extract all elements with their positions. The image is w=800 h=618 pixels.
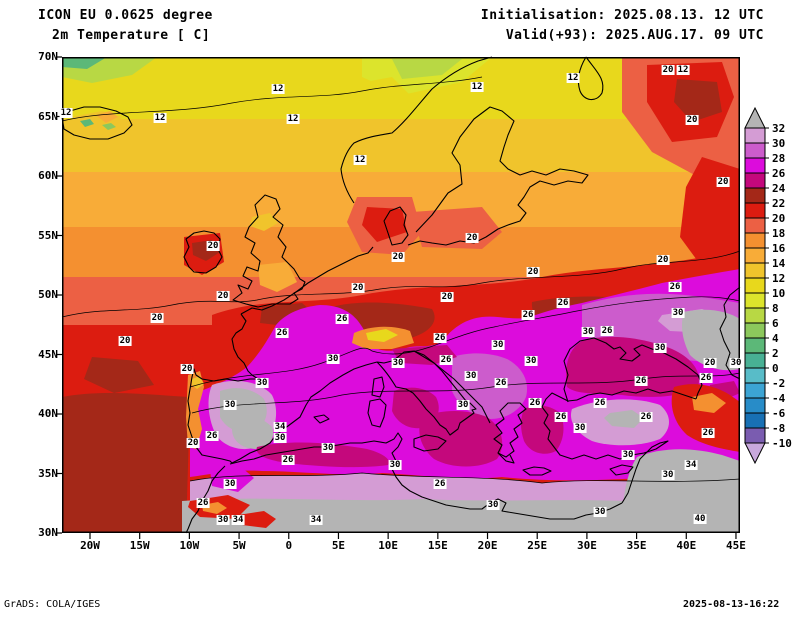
- lon-tick-label: 40E: [676, 539, 697, 552]
- temperature-fill-regions: [62, 57, 740, 533]
- colorbar-segment: [744, 127, 766, 144]
- lat-tick-label: 45N: [38, 347, 58, 361]
- colorbar-segment: [744, 412, 766, 429]
- colorbar-level-label: 0: [772, 362, 779, 375]
- coastlines: [61, 56, 741, 534]
- colorbar-level-label: 20: [772, 212, 785, 225]
- lat-tick-label: 60N: [38, 169, 58, 182]
- colorbar-level-label: -2: [772, 377, 785, 390]
- colorbar-segment: [744, 382, 766, 399]
- lat-tick-label: 30N: [38, 526, 58, 539]
- creation-timestamp: 2025-08-13-16:22: [683, 599, 780, 610]
- colorbar-segment: [744, 307, 766, 324]
- colorbar-level-label: 6: [772, 317, 779, 330]
- colorbar-level-label: 26: [772, 167, 786, 180]
- lon-tick-label: 35E: [626, 539, 647, 552]
- map-canvas: [56, 56, 741, 539]
- valid-time: Valid(+93): 2025.AUG.17. 09 UTC: [505, 28, 764, 43]
- colorbar-segment: [744, 187, 766, 204]
- contour-lines: [61, 76, 741, 484]
- colorbar-level-label: 18: [772, 227, 785, 240]
- lon-tick-label: 10E: [378, 539, 399, 552]
- initialisation-time: Initialisation: 2025.08.13. 12 UTC: [480, 8, 764, 23]
- lat-tick-label: 55N: [38, 228, 58, 242]
- colorbar-segment: [744, 247, 766, 264]
- colorbar-segment: [744, 277, 766, 294]
- colorbar-level-label: -10: [772, 437, 792, 450]
- colorbar-level-label: 30: [772, 137, 785, 150]
- lon-tick-label: 15W: [129, 539, 150, 552]
- lat-tick-label: 70N: [38, 50, 58, 63]
- lon-tick-label: 15E: [427, 539, 448, 552]
- lon-tick-label: 20E: [477, 539, 498, 552]
- colorbar-level-label: 12: [772, 272, 785, 285]
- lon-tick-label: 25E: [527, 539, 548, 552]
- colorbar-level-label: 32: [772, 122, 785, 135]
- colorbar-segment: [744, 367, 766, 384]
- colorbar-level-label: 22: [772, 197, 785, 210]
- colorbar-segment: [744, 322, 766, 339]
- colorbar-segment: [744, 202, 766, 219]
- lat-tick-label: 40N: [38, 407, 58, 420]
- colorbar-level-label: -8: [772, 422, 785, 435]
- lon-tick-label: 45E: [726, 539, 746, 552]
- lat-tick-label: 65N: [38, 109, 58, 123]
- colorbar-level-label: -4: [772, 392, 786, 405]
- colorbar-segment: [744, 232, 766, 249]
- colorbar-level-label: 24: [772, 182, 786, 195]
- temperature-map: 12 12 12 12 12 12 12 12 20 20 20 20 20 20 20 20 20 20 20 20…: [56, 56, 743, 539]
- colorbar-level-label: -6: [772, 407, 786, 420]
- colorbar-below-arrow: [744, 442, 766, 465]
- axis-tick-marks: [56, 56, 737, 539]
- colorbar-segment: [744, 157, 766, 174]
- colorbar-level-label: 10: [772, 287, 785, 300]
- colorbar-segment: [744, 172, 766, 189]
- colorbar-level-label: 8: [772, 302, 779, 315]
- map-border: [62, 57, 740, 533]
- colorbar-segment: [744, 142, 766, 159]
- colorbar-above-arrow: [744, 106, 766, 129]
- colorbar-level-label: 28: [772, 152, 785, 165]
- colorbar-level-label: 14: [772, 257, 786, 270]
- colorbar-segment: [744, 352, 766, 369]
- chart-title: ICON EU 0.0625 degree: [38, 8, 213, 23]
- colorbar-segment: [744, 397, 766, 414]
- colorbar-level-label: 4: [772, 332, 779, 345]
- lon-tick-label: 20W: [80, 539, 100, 552]
- colorbar-segment: [744, 292, 766, 309]
- colorbar-level-label: 16: [772, 242, 786, 255]
- lon-tick-label: 30E: [576, 539, 597, 552]
- grads-credit: GrADS: COLA/IGES: [4, 599, 101, 610]
- lon-tick-label: 5E: [331, 539, 346, 552]
- colorbar-segment: [744, 262, 766, 279]
- colorbar-segment: [744, 217, 766, 234]
- lon-tick-label: 5W: [232, 539, 246, 552]
- lon-tick-label: 10W: [179, 539, 200, 552]
- colorbar-segment: [744, 427, 766, 444]
- lat-tick-label: 35N: [38, 466, 58, 480]
- chart-subtitle: 2m Temperature [ C]: [52, 28, 211, 43]
- colorbar-level-label: 2: [772, 347, 779, 360]
- colorbar-segment: [744, 337, 766, 354]
- lat-tick-label: 50N: [38, 288, 58, 301]
- lon-tick-label: 0: [285, 539, 293, 552]
